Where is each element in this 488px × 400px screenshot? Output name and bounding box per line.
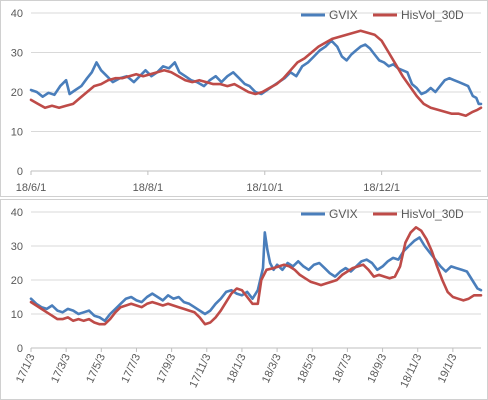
bottom-x-tick-label: 19/1/3 [436,352,460,385]
bottom-x-tick-label: 18/3/3 [260,352,284,385]
top-x-tick-label: 18/10/1 [246,182,283,194]
bottom-x-tick-label: 17/9/3 [155,352,179,385]
top-legend-label-gvix: GVIX [329,8,358,22]
bottom-series-line-hisvol [29,226,483,326]
top-legend-label-hisvol: HisVol_30D [401,8,464,22]
bottom-y-tick-label: 30 [11,241,23,253]
bottom-y-tick-label: 0 [17,343,23,355]
bottom-x-tick-label: 18/7/3 [330,352,354,385]
bottom-x-tick-label: 17/11/3 [187,352,213,390]
bottom-x-tick-label: 17/3/3 [49,352,73,385]
top-y-tick-label: 10 [11,127,23,139]
bottom-y-tick-label: 40 [11,207,23,219]
line-chart-top: 0 10 20 30 40 18/6/1 18/8/1 18/10/1 18/12/1 GVIX H… [11,8,483,194]
bottom-x-tick-label: 18/11/3 [398,352,424,390]
chart-panel-bottom: 0 10 20 30 40 17/1/3 17/3/3 17/5/3 17/7/3 17/9/3 1… [0,199,488,400]
bottom-legend-label-hisvol: HisVol_30D [401,207,464,221]
top-y-tick-label: 40 [11,8,23,20]
bottom-x-tick-label: 18/9/3 [365,352,389,385]
chart-panel-top: 0 10 20 30 40 18/6/1 18/8/1 18/10/1 18/12/1 GVIX H… [0,0,488,197]
top-y-tick-label: 20 [11,87,23,99]
bottom-legend-label-gvix: GVIX [329,207,358,221]
bottom-x-tick-label: 17/1/3 [14,352,38,385]
bottom-x-tick-label: 17/7/3 [119,352,143,385]
bottom-x-tick-label: 17/5/3 [84,352,108,385]
top-series-line-hisvol [29,29,483,117]
top-y-tick-label: 30 [11,48,23,60]
bottom-x-tick-label: 18/5/3 [295,352,319,385]
bottom-y-tick-label: 10 [11,309,23,321]
line-chart-bottom: 0 10 20 30 40 17/1/3 17/3/3 17/5/3 17/7/3 17/9/3 1… [11,207,483,390]
top-y-tick-label: 0 [17,166,23,178]
bottom-series-line-gvix [29,231,483,323]
top-x-tick-label: 18/12/1 [363,182,400,194]
top-x-tick-label: 18/8/1 [133,182,164,194]
top-x-tick-label: 18/6/1 [16,182,47,194]
bottom-x-tick-label: 18/1/3 [225,352,249,385]
bottom-y-tick-label: 20 [11,275,23,287]
